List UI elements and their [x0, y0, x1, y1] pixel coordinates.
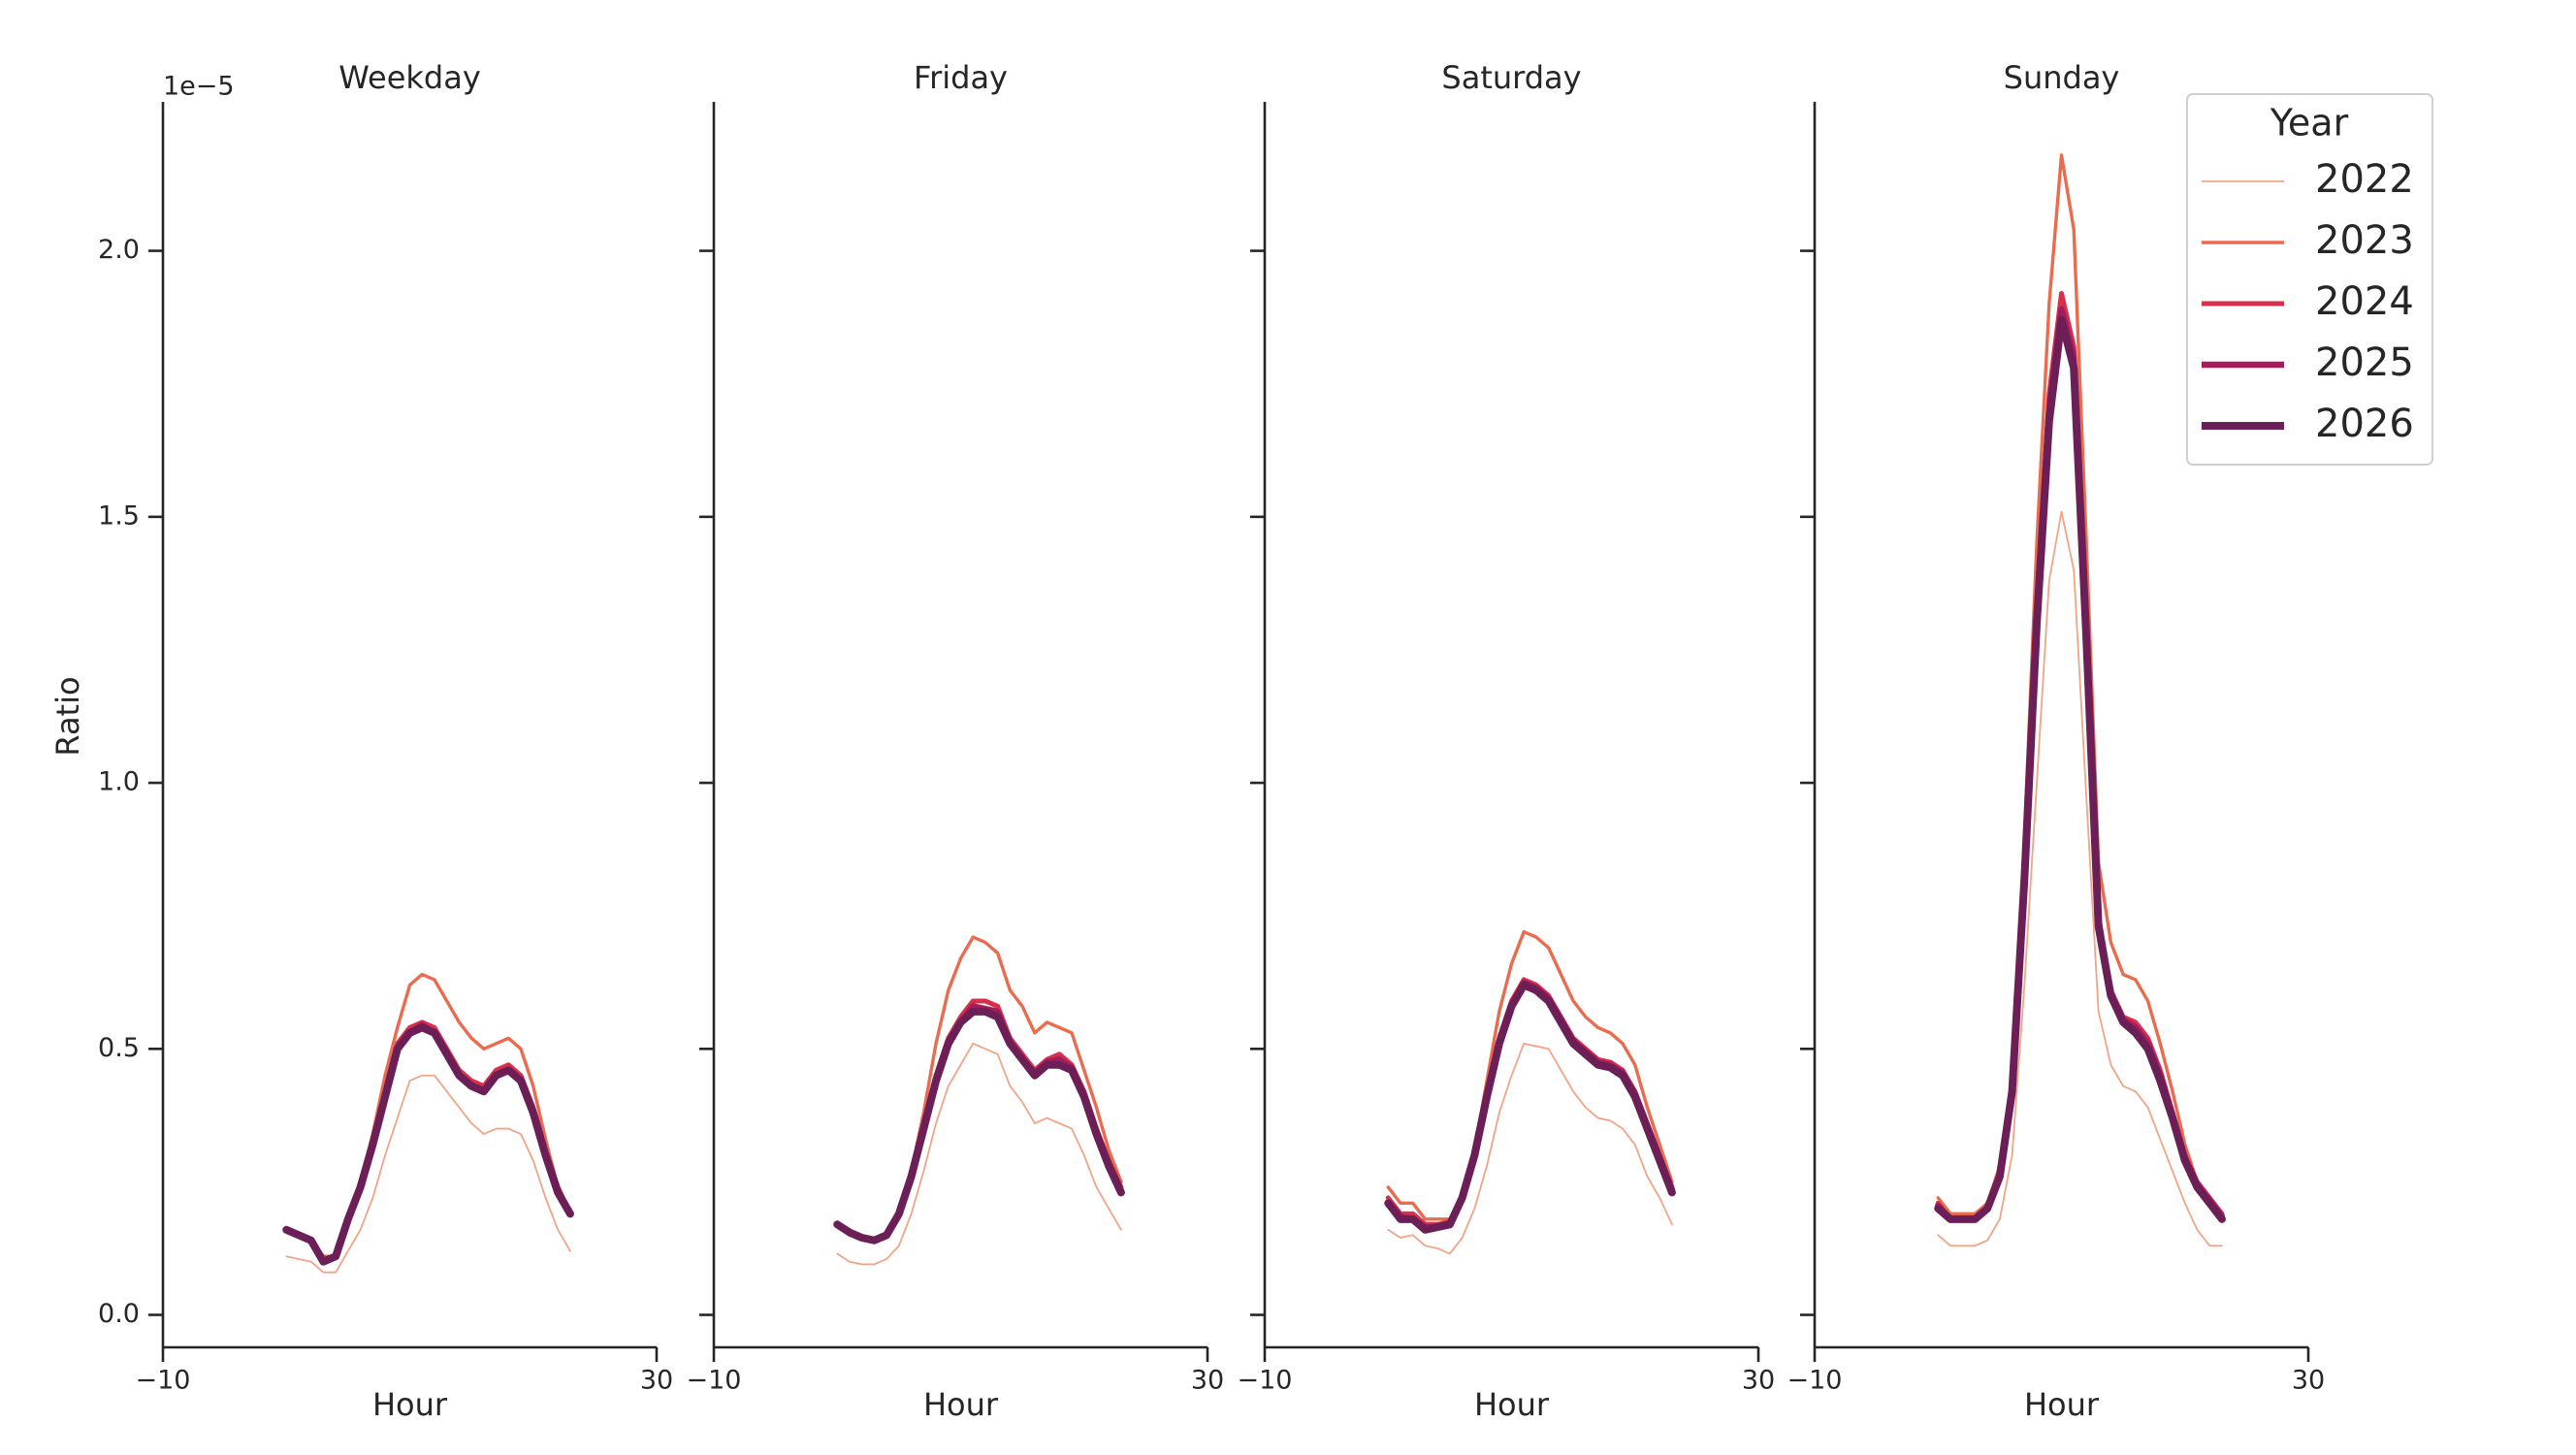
x-tick-label: −10	[1238, 1366, 1293, 1396]
y-tick-label: 2.0	[98, 235, 140, 265]
legend-label: 2026	[2315, 402, 2414, 446]
y-tick-label: 0.5	[98, 1033, 140, 1063]
series-line	[1937, 510, 2223, 1247]
series-line	[1934, 315, 2226, 1223]
y-axis-label: Ratio	[49, 676, 86, 756]
y-tick-label: 1.5	[98, 501, 140, 531]
legend-label: 2025	[2315, 340, 2414, 385]
series-line	[1386, 929, 1674, 1221]
legend-label: 2023	[2315, 218, 2414, 263]
x-axis-label: Hour	[1474, 1386, 1550, 1423]
x-axis-label: Hour	[372, 1386, 448, 1423]
legend: Year 2022 2023 2024 2025 2026	[2186, 93, 2433, 466]
legend-label: 2022	[2315, 157, 2414, 202]
panel-title: Friday	[914, 59, 1008, 96]
series-line	[834, 1003, 1125, 1244]
x-tick-label: 30	[2292, 1366, 2325, 1396]
x-tick-label: 30	[1191, 1366, 1224, 1396]
panel-title: Saturday	[1441, 59, 1581, 96]
y-tick-label: 0.0	[98, 1299, 140, 1329]
x-tick-label: 30	[1742, 1366, 1775, 1396]
panel-title: Sunday	[2004, 59, 2120, 96]
legend-title: Year	[2270, 102, 2349, 145]
x-tick-label: −10	[136, 1366, 191, 1396]
x-tick-label: −10	[687, 1366, 742, 1396]
series-line	[1385, 979, 1676, 1231]
x-axis-label: Hour	[923, 1386, 999, 1423]
x-tick-label: 30	[640, 1366, 673, 1396]
y-offset-label: 1e−5	[163, 72, 235, 102]
series-line	[283, 1019, 573, 1265]
series-line	[282, 1023, 574, 1266]
series-line	[1385, 977, 1675, 1227]
series-line	[1384, 981, 1676, 1234]
legend-label: 2024	[2315, 279, 2414, 324]
y-tick-label: 1.0	[98, 767, 140, 797]
series-line	[834, 998, 1124, 1244]
panel-title: Weekday	[338, 59, 481, 96]
series-line	[284, 972, 572, 1258]
series-line	[1387, 1042, 1673, 1255]
series-line	[833, 1007, 1125, 1245]
series-line	[836, 1042, 1122, 1266]
x-axis-label: Hour	[2024, 1386, 2100, 1423]
series-line	[283, 1021, 574, 1265]
legend-box	[2186, 93, 2433, 466]
x-tick-label: −10	[1787, 1366, 1843, 1396]
series-line	[285, 1074, 571, 1274]
